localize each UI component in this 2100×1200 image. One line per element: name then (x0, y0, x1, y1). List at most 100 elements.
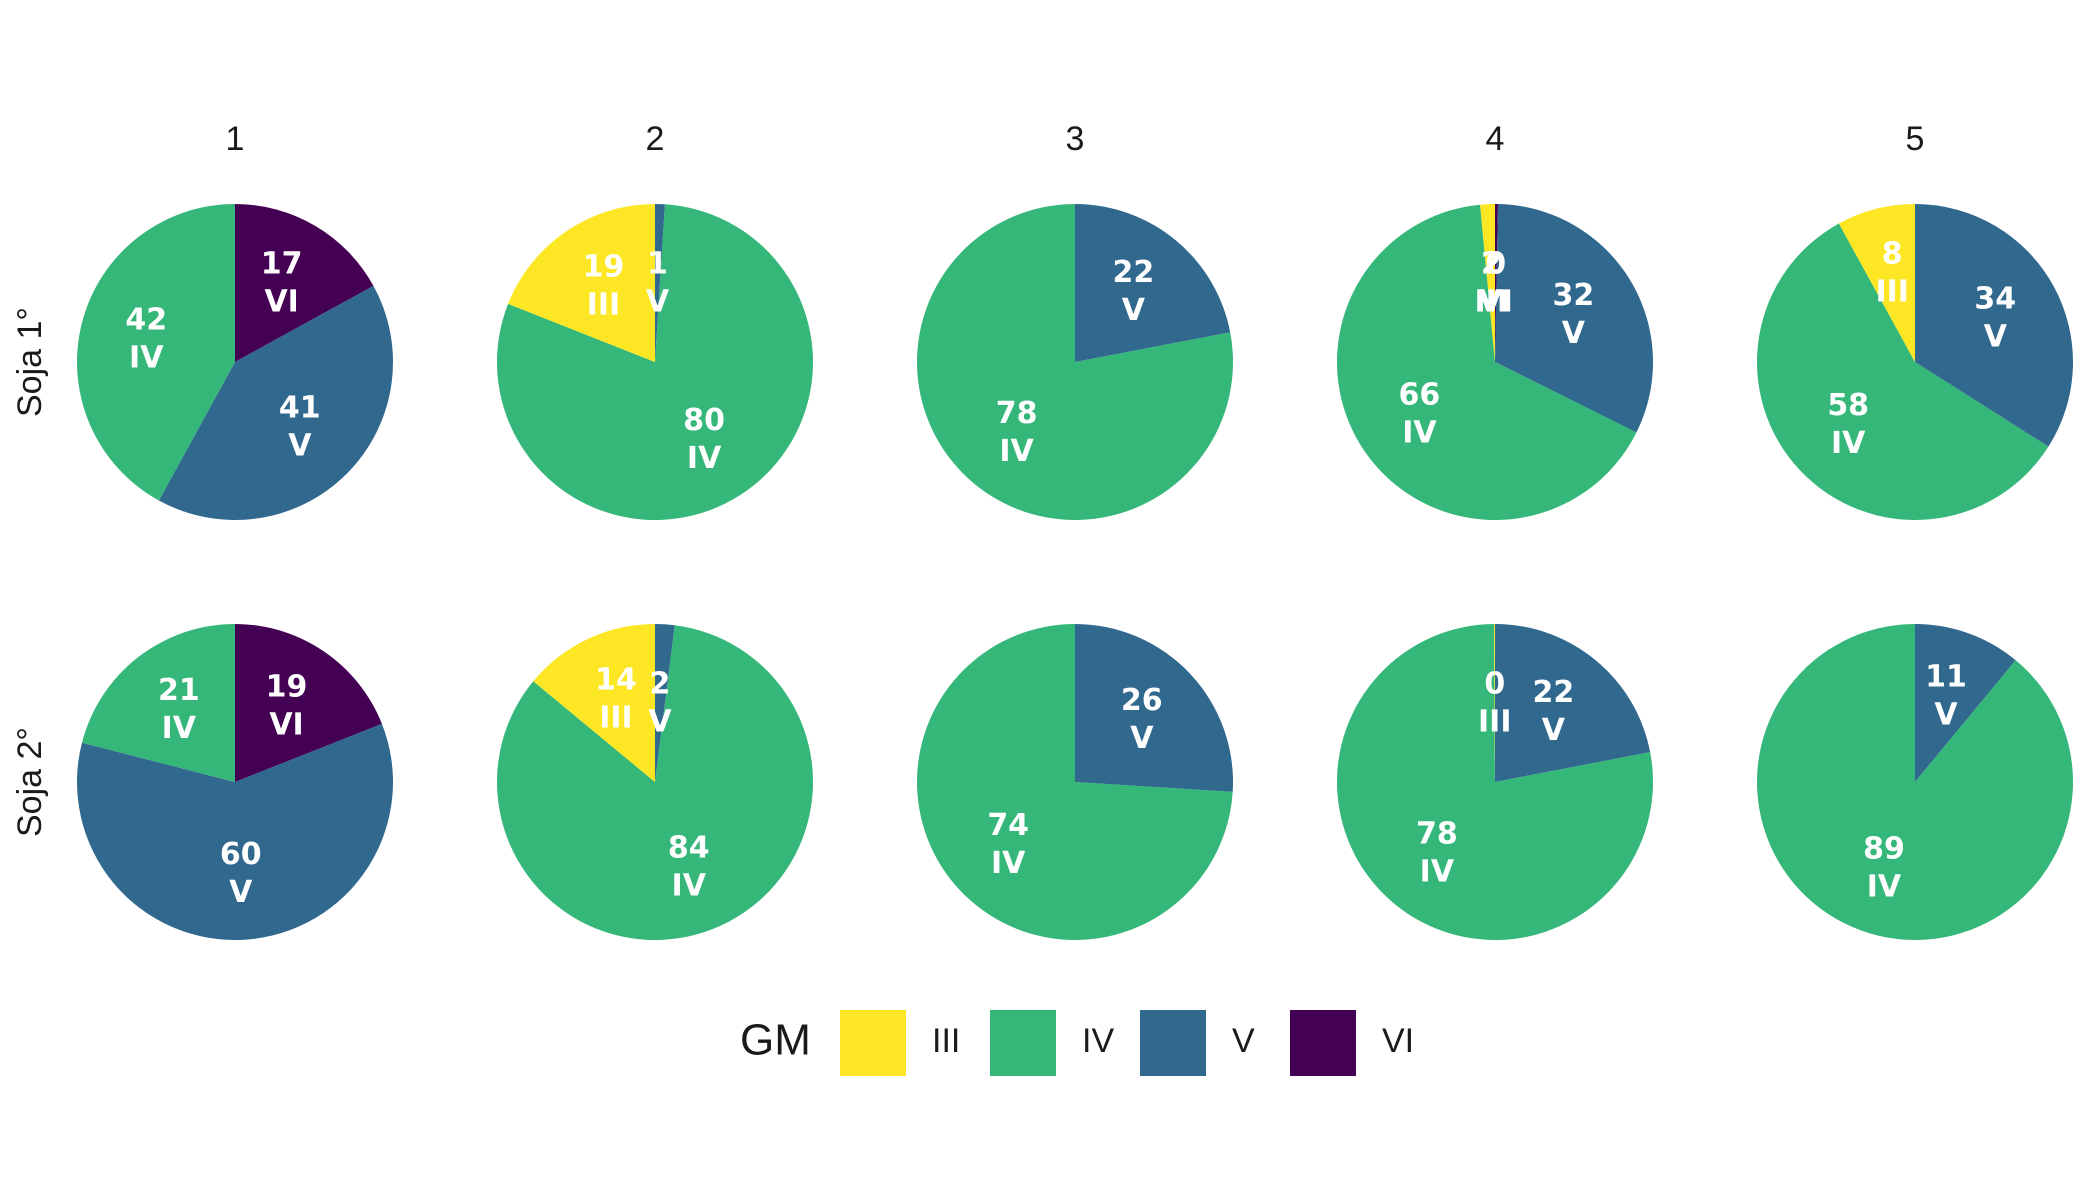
slice-value-label: 19 (266, 670, 308, 705)
slice-value-label: 2 (650, 667, 671, 702)
slice-value-label: 78 (996, 396, 1038, 431)
pie-slice-III (533, 624, 655, 782)
slice-category-label: V (648, 705, 672, 740)
pie-slice-IV (81, 624, 235, 782)
pie-slice-V (655, 624, 675, 782)
slice-category-label: IV (687, 441, 722, 476)
slice-category-label: IV (162, 711, 197, 746)
slice-category-label: III (599, 701, 633, 736)
slice-category-label: V (229, 875, 253, 910)
pie-slice-IV (917, 204, 1233, 520)
slice-value-label: 1 (647, 247, 668, 282)
slice-category-label: V (1562, 316, 1586, 351)
slice-category-label: VI (264, 285, 298, 320)
slice-category-label: V (1984, 319, 2008, 354)
pie-slice-V (1075, 204, 1231, 362)
slice-value-label: 41 (279, 390, 321, 425)
slice-category-label: III (1475, 285, 1509, 320)
slice-value-label: 34 (1974, 281, 2016, 316)
pie-slice-V (1495, 204, 1653, 433)
legend-swatch-VI (1290, 1010, 1356, 1076)
legend-swatch-IV (990, 1010, 1056, 1076)
slice-category-label: VI (1479, 285, 1513, 320)
slice-value-label: 17 (261, 247, 303, 282)
slice-value-label: 84 (668, 831, 710, 866)
pie-slice-V (1915, 624, 2016, 782)
pie-slice-V (655, 204, 665, 362)
slice-category-label: IV (129, 341, 164, 376)
facet-row-title-1: Soja 1° (11, 307, 49, 417)
facet-row-title-2: Soja 2° (11, 727, 49, 837)
slice-value-label: 21 (158, 673, 200, 708)
slice-category-label: V (288, 428, 312, 463)
slice-category-label: IV (999, 434, 1034, 469)
slice-value-label: 32 (1553, 278, 1595, 313)
legend-swatch-III (840, 1010, 906, 1076)
slice-value-label: 14 (595, 663, 637, 698)
slice-category-label: V (1934, 697, 1958, 732)
pie-slice-IV (77, 204, 235, 501)
pie-slice-V (158, 285, 393, 520)
slice-value-label: 8 (1882, 237, 1903, 272)
facet-row-titles: Soja 1° Soja 2° (11, 307, 49, 837)
facet-column-title-2: 2 (646, 120, 665, 158)
slice-value-label: 74 (987, 808, 1029, 843)
slice-category-label: IV (991, 846, 1026, 881)
pie-slice-III (1494, 624, 1495, 782)
pie-slice-IV (1756, 223, 2049, 521)
legend-item-III: III (840, 1010, 960, 1076)
slice-value-label: 26 (1121, 683, 1163, 718)
pie-slice-V (76, 723, 393, 940)
pie-slice-IV (497, 204, 814, 521)
facet-column-titles: 1 2 3 4 5 (226, 120, 1925, 158)
pie-slice-IV (1337, 624, 1654, 940)
slice-category-label: V (646, 285, 670, 320)
legend-label-VI: VI (1382, 1022, 1414, 1060)
slice-category-label: V (1122, 293, 1146, 328)
slice-value-label: 89 (1863, 832, 1905, 867)
legend: GM III IV V VI (740, 1010, 1414, 1076)
slice-value-label: 60 (220, 837, 262, 872)
slice-category-label: IV (1831, 426, 1866, 461)
pie-slice-IV (1336, 204, 1637, 520)
pie-slice-VI (235, 624, 382, 782)
pie-slice-V (1075, 624, 1233, 792)
pie-slice-III (1838, 204, 1915, 362)
slice-value-label: 22 (1113, 255, 1155, 290)
slice-category-label: V (1130, 721, 1154, 756)
slice-value-label: 19 (583, 250, 625, 285)
slice-value-label: 66 (1399, 377, 1441, 412)
pie-slice-III (508, 204, 655, 362)
facet-column-title-3: 3 (1066, 120, 1085, 158)
facet-column-title-4: 4 (1486, 120, 1505, 158)
slice-category-label: IV (1867, 870, 1902, 905)
slice-category-label: III (1875, 275, 1909, 310)
pie-slice-III (1480, 204, 1495, 362)
slice-value-label: 58 (1827, 388, 1869, 423)
legend-label-V: V (1232, 1022, 1255, 1060)
legend-label-IV: IV (1082, 1022, 1114, 1060)
legend-title: GM (740, 1016, 811, 1065)
pie-slice-V (1495, 624, 1651, 782)
slice-category-label: IV (1420, 854, 1455, 889)
legend-label-III: III (932, 1022, 960, 1060)
slice-value-label: 22 (1532, 675, 1574, 710)
slice-value-label: 2 (1481, 247, 1502, 282)
slice-category-label: IV (1402, 415, 1437, 450)
slice-category-label: IV (672, 869, 707, 904)
pie-slice-V (1915, 204, 2073, 447)
pie-slice-IV (497, 625, 814, 940)
legend-swatch-V (1140, 1010, 1206, 1076)
slice-value-label: 0 (1484, 667, 1505, 702)
slice-value-label: 78 (1416, 816, 1458, 851)
